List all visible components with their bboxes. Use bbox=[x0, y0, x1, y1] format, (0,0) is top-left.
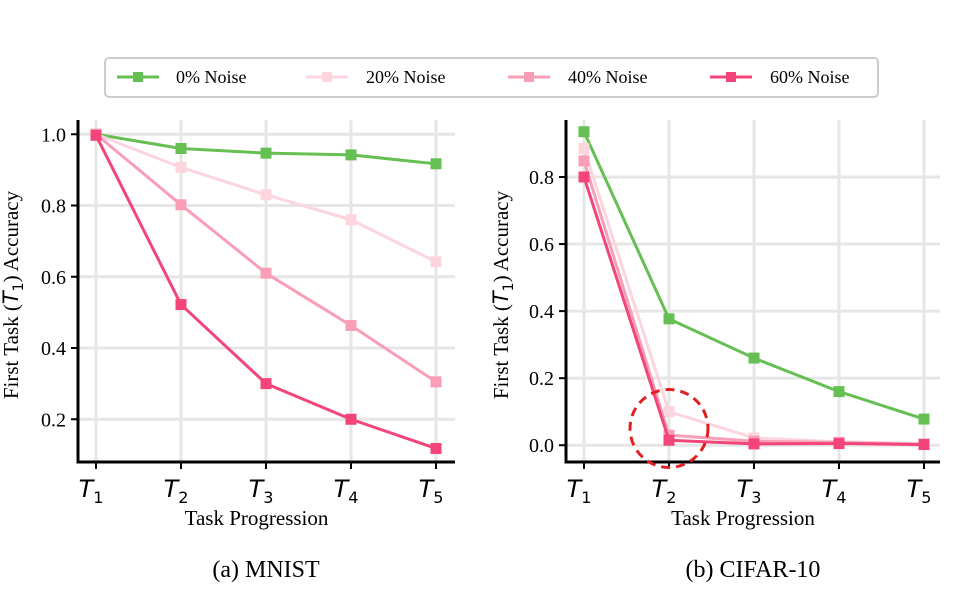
y-tick-label: 0.2 bbox=[529, 368, 554, 390]
y-tick-label: 0.4 bbox=[529, 301, 554, 323]
legend-entry-2: 40% Noise bbox=[508, 67, 648, 87]
data-point bbox=[430, 442, 442, 454]
data-point bbox=[345, 320, 357, 332]
data-point bbox=[833, 438, 845, 450]
legend-frame bbox=[104, 57, 879, 98]
y-tick-label: 0.8 bbox=[529, 167, 554, 189]
x-tick-label: T2 bbox=[652, 475, 677, 507]
y-tick-label: 0.6 bbox=[41, 267, 66, 289]
legend-marker-0 bbox=[133, 72, 143, 82]
legend-entry-0: 0% Noise bbox=[117, 67, 247, 87]
x-tick-label: T3 bbox=[249, 475, 274, 507]
data-point bbox=[663, 434, 675, 446]
data-point bbox=[918, 439, 930, 451]
x-tick-label: T4 bbox=[822, 475, 847, 507]
data-point bbox=[430, 158, 442, 170]
chart-panel-mnist: 0.2 0.4 0.6 0.8 1.0 T1 T2 T3 T4 T5 Task Progressio… bbox=[0, 120, 455, 583]
x-tick-label: T3 bbox=[737, 475, 762, 507]
x-axis-title: Task Progression bbox=[671, 506, 815, 530]
data-point bbox=[260, 267, 272, 279]
legend-label-2: 40% Noise bbox=[568, 67, 648, 87]
data-point bbox=[833, 386, 845, 398]
x-tick-label: T2 bbox=[164, 475, 189, 507]
y-tick-label: 0.6 bbox=[529, 234, 554, 256]
x-axis-title: Task Progression bbox=[185, 506, 329, 530]
legend-entry-1: 20% Noise bbox=[306, 67, 446, 87]
data-point bbox=[430, 256, 442, 268]
y-tick-label: 0.0 bbox=[529, 435, 554, 457]
x-tick-label: T1 bbox=[567, 475, 592, 507]
data-point bbox=[578, 126, 590, 138]
data-point bbox=[345, 214, 357, 226]
x-tick-label: T5 bbox=[419, 475, 444, 507]
legend: 0% Noise 20% Noise 40% Noise 60% Noise bbox=[104, 57, 879, 98]
data-point bbox=[175, 199, 187, 211]
data-point bbox=[175, 161, 187, 173]
legend-label-1: 20% Noise bbox=[366, 67, 446, 87]
x-tick-label: T4 bbox=[334, 475, 359, 507]
y-axis-title: First Task (T1) Accuracy bbox=[489, 190, 517, 399]
data-point bbox=[260, 378, 272, 390]
data-point bbox=[663, 406, 675, 418]
data-point bbox=[260, 147, 272, 159]
data-point bbox=[748, 352, 760, 364]
y-tick-label: 0.2 bbox=[41, 409, 66, 431]
data-point bbox=[578, 155, 590, 167]
data-point bbox=[90, 129, 102, 141]
data-point bbox=[175, 299, 187, 311]
x-tick-label: T1 bbox=[79, 475, 104, 507]
data-point bbox=[578, 171, 590, 183]
legend-marker-1 bbox=[322, 72, 332, 82]
legend-marker-3 bbox=[726, 72, 736, 82]
panel-caption: (b) CIFAR-10 bbox=[686, 557, 821, 583]
highlight-circle bbox=[628, 387, 710, 469]
data-point bbox=[260, 189, 272, 201]
data-point bbox=[345, 149, 357, 161]
data-point bbox=[175, 143, 187, 154]
x-tick-label: T5 bbox=[907, 475, 932, 507]
data-point bbox=[918, 413, 930, 425]
legend-label-3: 60% Noise bbox=[770, 67, 850, 87]
data-point bbox=[430, 376, 442, 388]
y-tick-label: 0.4 bbox=[41, 338, 66, 360]
panel-caption: (a) MNIST bbox=[212, 557, 320, 583]
y-tick-label: 1.0 bbox=[41, 124, 66, 146]
legend-entry-3: 60% Noise bbox=[710, 67, 850, 87]
legend-label-0: 0% Noise bbox=[176, 67, 247, 87]
data-point bbox=[345, 413, 357, 425]
data-point bbox=[748, 438, 760, 450]
legend-marker-2 bbox=[524, 72, 534, 82]
y-tick-label: 0.8 bbox=[41, 196, 66, 218]
data-point bbox=[663, 313, 675, 325]
data-point bbox=[578, 143, 590, 154]
y-axis-title: First Task (T1) Accuracy bbox=[0, 190, 27, 399]
chart-panel-cifar10: 0.0 0.2 0.4 0.6 0.8 T1 T2 T3 T4 T5 Task Progressio… bbox=[489, 120, 940, 583]
